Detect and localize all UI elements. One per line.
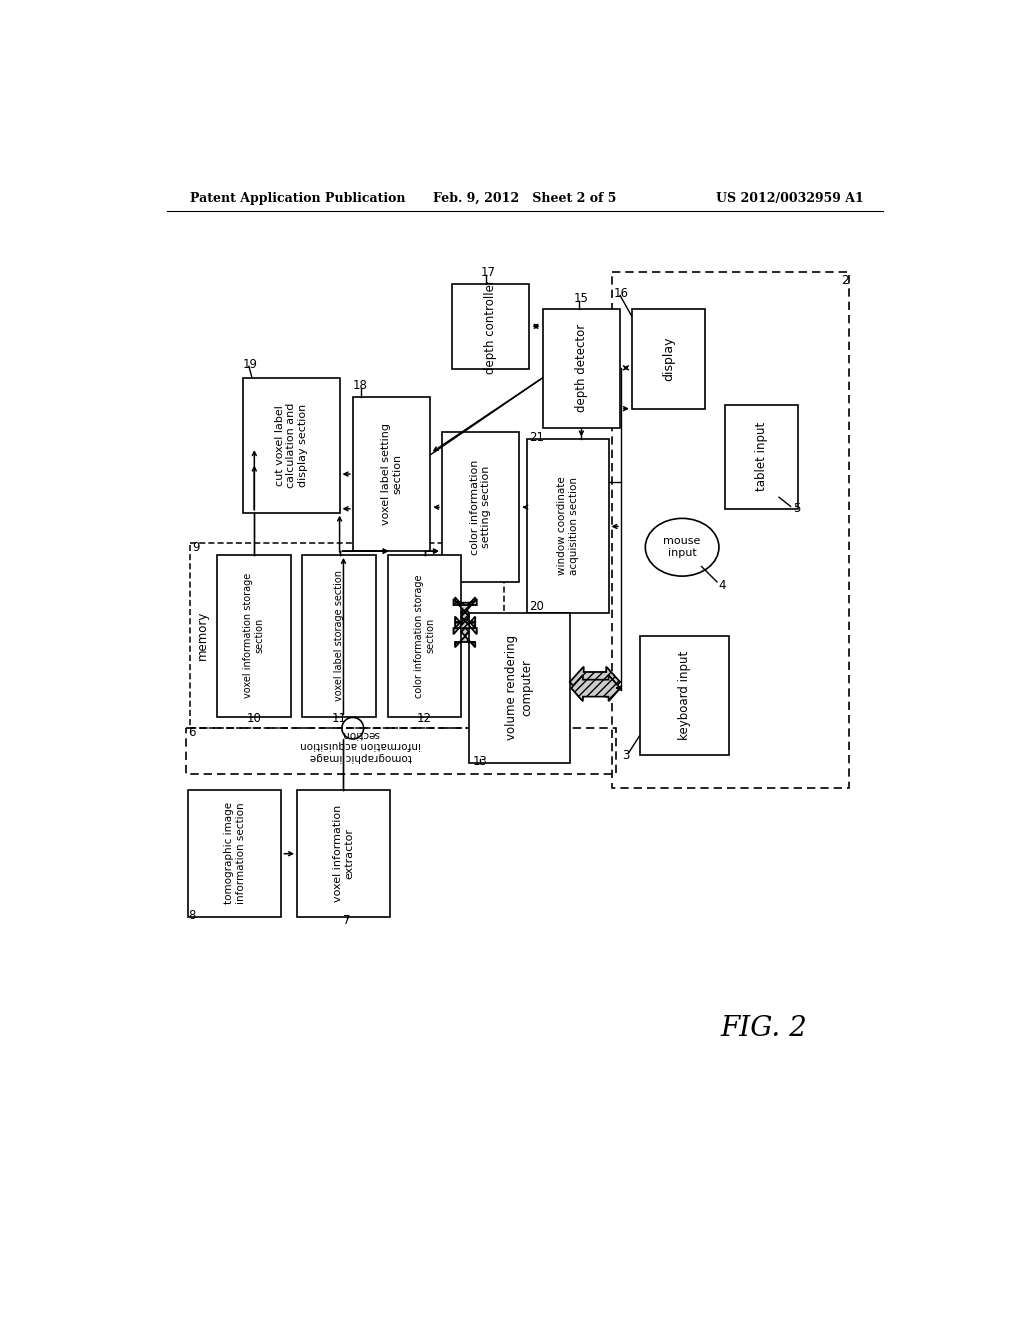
Text: US 2012/0032959 A1: US 2012/0032959 A1 xyxy=(717,191,864,205)
Text: volume rendering
computer: volume rendering computer xyxy=(506,635,534,741)
Text: voxel label setting
section: voxel label setting section xyxy=(381,424,402,525)
Bar xyxy=(632,309,706,409)
Bar xyxy=(190,544,504,729)
Polygon shape xyxy=(569,667,621,697)
Bar xyxy=(469,612,569,763)
Text: 18: 18 xyxy=(352,379,368,392)
Polygon shape xyxy=(571,676,621,701)
Polygon shape xyxy=(454,599,477,635)
Text: Feb. 9, 2012   Sheet 2 of 5: Feb. 9, 2012 Sheet 2 of 5 xyxy=(433,191,616,205)
Text: 13: 13 xyxy=(473,755,487,768)
Bar xyxy=(352,397,430,552)
Text: 8: 8 xyxy=(188,908,196,921)
Bar xyxy=(452,284,529,368)
Text: Patent Application Publication: Patent Application Publication xyxy=(190,191,406,205)
Text: 4: 4 xyxy=(719,579,726,593)
Text: keyboard input: keyboard input xyxy=(678,651,690,741)
Text: tomographic image
information section: tomographic image information section xyxy=(224,803,246,904)
Text: 15: 15 xyxy=(573,292,589,305)
Text: 7: 7 xyxy=(343,915,351,927)
Text: 3: 3 xyxy=(623,748,630,762)
Bar xyxy=(217,554,291,717)
Text: 12: 12 xyxy=(417,713,432,726)
Text: 21: 21 xyxy=(529,430,545,444)
Text: 10: 10 xyxy=(247,713,261,726)
Text: color information storage
section: color information storage section xyxy=(414,574,435,697)
Text: voxel information storage
section: voxel information storage section xyxy=(243,573,265,698)
Polygon shape xyxy=(455,616,475,647)
Text: 2: 2 xyxy=(841,273,849,286)
Text: window coordinate
acquisition section: window coordinate acquisition section xyxy=(557,477,579,576)
Bar xyxy=(640,636,729,755)
Bar xyxy=(612,272,849,788)
Ellipse shape xyxy=(645,519,719,576)
Bar xyxy=(527,440,608,612)
Text: 5: 5 xyxy=(793,502,801,515)
Text: color information
setting section: color information setting section xyxy=(470,459,492,554)
Text: 16: 16 xyxy=(614,286,629,300)
Text: mouse
input: mouse input xyxy=(664,536,700,558)
Polygon shape xyxy=(455,597,475,628)
Text: depth controller: depth controller xyxy=(484,279,498,374)
Text: 19: 19 xyxy=(243,358,258,371)
Text: 20: 20 xyxy=(529,601,545,612)
Text: 17: 17 xyxy=(480,265,496,279)
Text: memory: memory xyxy=(196,611,209,660)
Text: 9: 9 xyxy=(193,541,200,554)
Text: 11: 11 xyxy=(332,713,347,726)
Text: 6: 6 xyxy=(188,726,196,739)
Text: FIG. 2: FIG. 2 xyxy=(720,1015,807,1041)
Text: voxel information
extractor: voxel information extractor xyxy=(333,805,354,902)
Bar xyxy=(302,554,376,717)
Bar xyxy=(388,554,461,717)
Bar xyxy=(725,405,799,508)
Bar xyxy=(543,309,621,428)
Bar xyxy=(442,432,519,582)
Bar xyxy=(188,789,282,917)
Bar xyxy=(186,729,616,775)
Text: depth detector: depth detector xyxy=(574,325,588,412)
Text: display: display xyxy=(663,337,675,381)
Text: voxel label storage section: voxel label storage section xyxy=(334,570,344,701)
Bar xyxy=(297,789,390,917)
Text: cut voxel label
calculation and
display section: cut voxel label calculation and display … xyxy=(274,403,308,488)
Bar xyxy=(243,378,340,512)
Polygon shape xyxy=(571,675,621,701)
Text: tablet input: tablet input xyxy=(755,422,768,491)
Text: tomographic image
information acquisition
section: tomographic image information acquisitio… xyxy=(300,729,421,762)
